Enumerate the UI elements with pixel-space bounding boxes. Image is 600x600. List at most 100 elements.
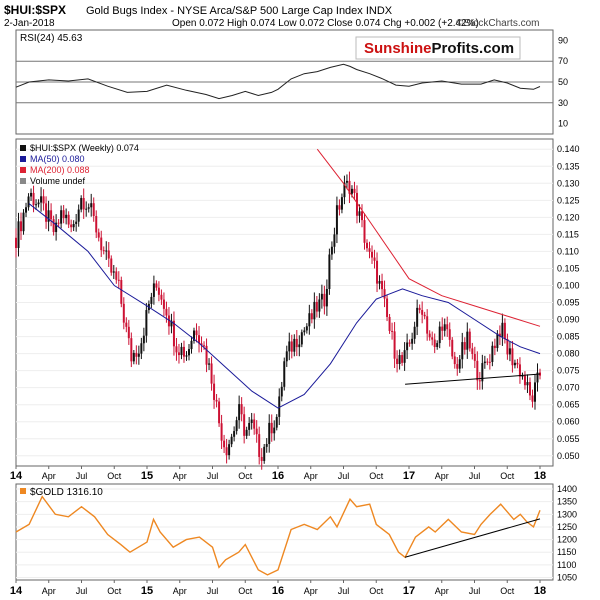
candle-body xyxy=(195,330,198,336)
candle-body xyxy=(498,333,501,337)
candle-body xyxy=(315,301,318,312)
candle-body xyxy=(40,196,43,203)
candle-body xyxy=(285,351,288,362)
rsi-title: RSI(24) 45.63 xyxy=(20,33,83,44)
candle-body xyxy=(363,220,366,243)
candle-body xyxy=(523,375,526,386)
gold-tick-label: 1300 xyxy=(557,509,577,519)
candle-body xyxy=(280,386,283,397)
x-tick-label: 15 xyxy=(141,470,153,482)
candle-body xyxy=(258,434,261,457)
candle-body xyxy=(278,396,281,417)
candle-body xyxy=(142,335,145,344)
x-tick-label: 16 xyxy=(272,585,284,597)
candle-body xyxy=(463,342,466,350)
candle-body xyxy=(75,221,78,225)
x-tick-label: Apr xyxy=(42,586,56,596)
candle-body xyxy=(308,313,311,327)
candle-body xyxy=(335,205,338,235)
x-tick-label: Jul xyxy=(469,471,481,481)
candle-body xyxy=(318,299,321,312)
gold-tick-label: 1250 xyxy=(557,522,577,532)
candle-body xyxy=(115,271,118,280)
legend-swatch-ma200 xyxy=(20,167,26,173)
x-tick-label: Jul xyxy=(338,586,350,596)
ratio-legend: $HUI:$SPX (Weekly) 0.074 MA(50) 0.080 MA… xyxy=(20,143,139,186)
gold-tick-label: 1050 xyxy=(557,572,577,582)
candle-body xyxy=(80,198,83,210)
legend-ma50: MA(50) 0.080 xyxy=(30,154,85,164)
candle-body xyxy=(72,224,75,228)
candle-body xyxy=(65,214,68,219)
watermark-label: ©StockCharts.com xyxy=(456,18,540,29)
candle-body xyxy=(155,283,158,288)
candle-body xyxy=(97,232,100,238)
candle-body xyxy=(345,180,348,183)
x-tick-label: Apr xyxy=(173,471,187,481)
x-tick-label: Oct xyxy=(500,586,515,596)
candle-body xyxy=(27,196,30,208)
candle-body xyxy=(290,341,293,352)
ratio-tick-label: 0.135 xyxy=(557,161,580,171)
candle-body xyxy=(102,250,105,252)
legend-swatch-volume xyxy=(20,178,26,184)
ratio-tick-label: 0.090 xyxy=(557,315,580,325)
candle-body xyxy=(35,204,38,206)
x-axis-middle: 14 Apr Jul Oct 15 Apr Jul Oct 16 Apr Jul Oct 17 Apr Ju… xyxy=(10,466,546,482)
candle-body xyxy=(255,428,258,435)
ratio-support-line xyxy=(405,373,541,385)
candle-body xyxy=(203,345,206,347)
candle-body xyxy=(473,353,476,361)
candle-body xyxy=(431,337,434,340)
candle-body xyxy=(77,209,80,222)
candle-body xyxy=(300,332,303,345)
x-tick-label: 17 xyxy=(403,585,415,597)
ratio-tick-label: 0.065 xyxy=(557,400,580,410)
candle-body xyxy=(15,237,17,248)
gold-tick-label: 1100 xyxy=(557,560,576,570)
candle-body xyxy=(238,404,241,421)
gold-title: $GOLD 1316.10 xyxy=(30,487,103,498)
candle-body xyxy=(17,221,20,248)
candle-body xyxy=(398,355,401,365)
candle-body xyxy=(25,207,28,213)
candle-body xyxy=(60,210,63,224)
candle-body xyxy=(305,326,308,331)
x-tick-label: Oct xyxy=(500,471,515,481)
ratio-tick-label: 0.120 xyxy=(557,212,580,222)
candle-body xyxy=(160,294,163,300)
candle-body xyxy=(381,280,384,290)
candle-body xyxy=(233,431,236,437)
candle-body xyxy=(243,414,246,436)
candle-body xyxy=(198,335,201,344)
legend-ma200: MA(200) 0.088 xyxy=(30,165,90,175)
candle-body xyxy=(443,324,446,331)
x-tick-label: Apr xyxy=(173,586,187,596)
candle-body xyxy=(100,237,103,251)
gold-tick-label: 1400 xyxy=(557,484,577,494)
candle-body xyxy=(95,216,98,233)
candle-body xyxy=(135,352,138,357)
candle-body xyxy=(528,382,531,396)
candle-body xyxy=(117,279,120,281)
candle-body xyxy=(403,350,406,363)
candle-body xyxy=(275,416,278,428)
candle-body xyxy=(350,188,353,194)
candle-body xyxy=(320,293,323,300)
candle-body xyxy=(112,271,115,273)
candle-body xyxy=(508,348,511,355)
candle-body xyxy=(358,211,361,216)
candle-body xyxy=(353,188,356,193)
candle-body xyxy=(348,180,351,194)
rsi-series-line xyxy=(15,63,541,100)
gold-series-line xyxy=(15,495,541,576)
candle-body xyxy=(37,202,40,205)
candle-body xyxy=(383,289,386,299)
candle-body xyxy=(230,436,233,445)
ratio-tick-label: 0.075 xyxy=(557,366,580,376)
gold-support-line xyxy=(404,518,541,558)
candle-body xyxy=(253,419,256,429)
candle-body xyxy=(218,401,221,424)
ratio-tick-label: 0.095 xyxy=(557,298,580,308)
